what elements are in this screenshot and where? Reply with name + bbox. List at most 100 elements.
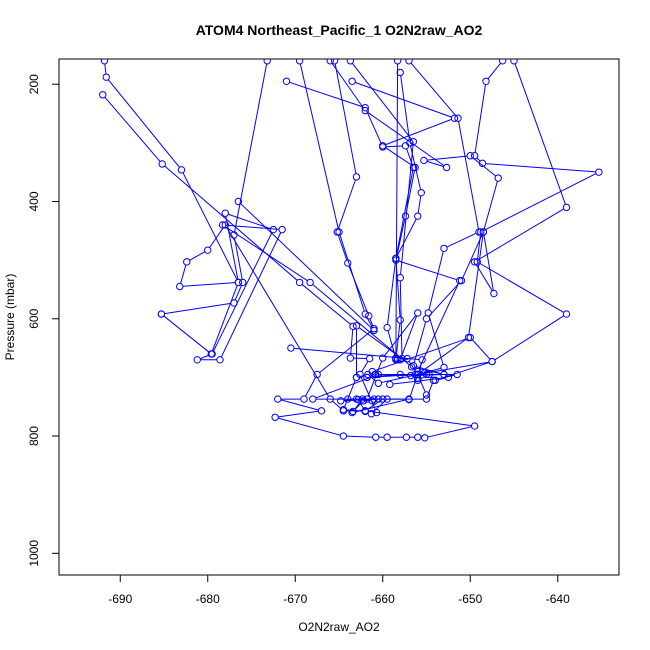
series-segment	[472, 157, 497, 177]
series-segment	[337, 234, 348, 261]
series-segment	[385, 145, 403, 148]
series-segment	[479, 263, 564, 313]
data-point	[409, 361, 418, 370]
series-segment	[420, 339, 467, 373]
series-segment	[301, 284, 351, 325]
data-point	[102, 73, 110, 81]
data-point	[157, 310, 166, 318]
data-point	[422, 395, 431, 403]
data-point	[300, 395, 308, 403]
x-axis: -690 -680 -670 -660 -650 -640	[108, 575, 570, 606]
series-segment	[213, 232, 273, 352]
data-point	[372, 433, 380, 441]
data-point	[407, 371, 415, 380]
data-point	[361, 310, 369, 318]
data-point	[442, 163, 451, 172]
data-point	[457, 276, 466, 285]
data-point	[420, 156, 428, 165]
series-segment	[182, 282, 236, 287]
series-12	[326, 59, 502, 382]
data-point	[313, 370, 321, 379]
data-point	[176, 282, 184, 291]
data-point	[488, 357, 496, 366]
series-segment	[487, 62, 501, 80]
data-point	[422, 391, 431, 399]
series-segment	[458, 121, 479, 229]
series-segment	[226, 227, 330, 397]
data-point	[204, 246, 212, 254]
data-point	[396, 316, 404, 324]
series-segment	[361, 361, 369, 372]
data-point	[234, 278, 243, 287]
y-axis: 200 400 600 800 1000	[27, 74, 59, 567]
data-point	[379, 395, 387, 403]
data-point	[317, 407, 326, 415]
series-segment	[348, 265, 369, 314]
series-segment	[368, 410, 472, 427]
series-segment	[462, 234, 483, 278]
data-point	[414, 370, 422, 379]
series-segment	[354, 81, 452, 118]
series-segment	[354, 402, 362, 410]
series-segment	[385, 118, 452, 146]
series-7	[339, 59, 418, 416]
series-8	[392, 59, 422, 379]
data-point	[418, 356, 426, 364]
series-segment	[392, 377, 446, 385]
series-segment	[446, 232, 477, 248]
data-point	[346, 354, 355, 362]
data-point	[379, 142, 387, 150]
series-14	[386, 59, 603, 389]
data-point	[510, 59, 518, 65]
series-segment	[400, 75, 410, 140]
data-point	[401, 212, 410, 220]
data-point	[374, 379, 383, 387]
series-segment	[418, 283, 459, 369]
series-segment	[474, 84, 487, 153]
data-point	[333, 228, 341, 236]
series-segment	[164, 165, 298, 281]
data-point	[363, 395, 371, 403]
data-point	[479, 228, 488, 236]
data-point	[358, 395, 367, 403]
data-point	[383, 323, 391, 332]
data-point	[344, 395, 352, 403]
data-point	[470, 152, 479, 160]
data-point	[207, 350, 215, 358]
data-point	[337, 397, 345, 405]
series-segment	[395, 63, 399, 355]
data-point	[239, 278, 247, 287]
data-point	[370, 325, 378, 333]
series-3	[234, 59, 378, 335]
data-point	[477, 228, 485, 236]
series-segment	[220, 232, 282, 358]
series-segment	[427, 155, 468, 161]
series-segment	[476, 157, 481, 162]
data-point	[295, 278, 304, 287]
series-segment	[468, 235, 484, 335]
series-segment	[428, 315, 444, 365]
x-tick-label: -670	[283, 592, 307, 606]
series-segment	[351, 62, 412, 140]
series-segment	[189, 251, 206, 261]
data-point	[450, 114, 459, 122]
x-axis-label: O2N2raw_AO2	[298, 620, 380, 634]
series-segment	[211, 285, 238, 352]
series-1	[100, 59, 448, 405]
data-point	[100, 59, 109, 65]
series-segment	[163, 315, 210, 353]
data-point	[269, 225, 278, 234]
data-point	[363, 373, 371, 382]
data-point	[221, 209, 229, 217]
x-tick-label: -640	[546, 592, 570, 606]
data-point	[417, 188, 425, 197]
data-point	[330, 59, 339, 65]
series-segment	[485, 163, 596, 173]
data-point	[440, 244, 448, 253]
data-point	[361, 407, 369, 415]
series-10	[392, 68, 425, 364]
series-segment	[381, 374, 415, 384]
series-segment	[344, 380, 356, 407]
data-point	[367, 410, 376, 418]
series-segment	[228, 213, 271, 230]
